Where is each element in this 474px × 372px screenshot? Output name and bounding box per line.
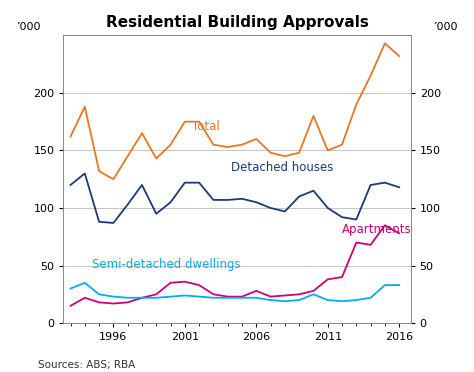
Text: ’000: ’000 [433,22,458,32]
Text: ’000: ’000 [16,22,41,32]
Text: Detached houses: Detached houses [230,161,333,174]
Text: Apartments: Apartments [342,223,411,236]
Text: Sources: ABS; RBA: Sources: ABS; RBA [38,360,135,370]
Text: Semi-detached dwellings: Semi-detached dwellings [92,258,241,271]
Title: Residential Building Approvals: Residential Building Approvals [106,15,368,30]
Text: Total: Total [192,120,220,133]
